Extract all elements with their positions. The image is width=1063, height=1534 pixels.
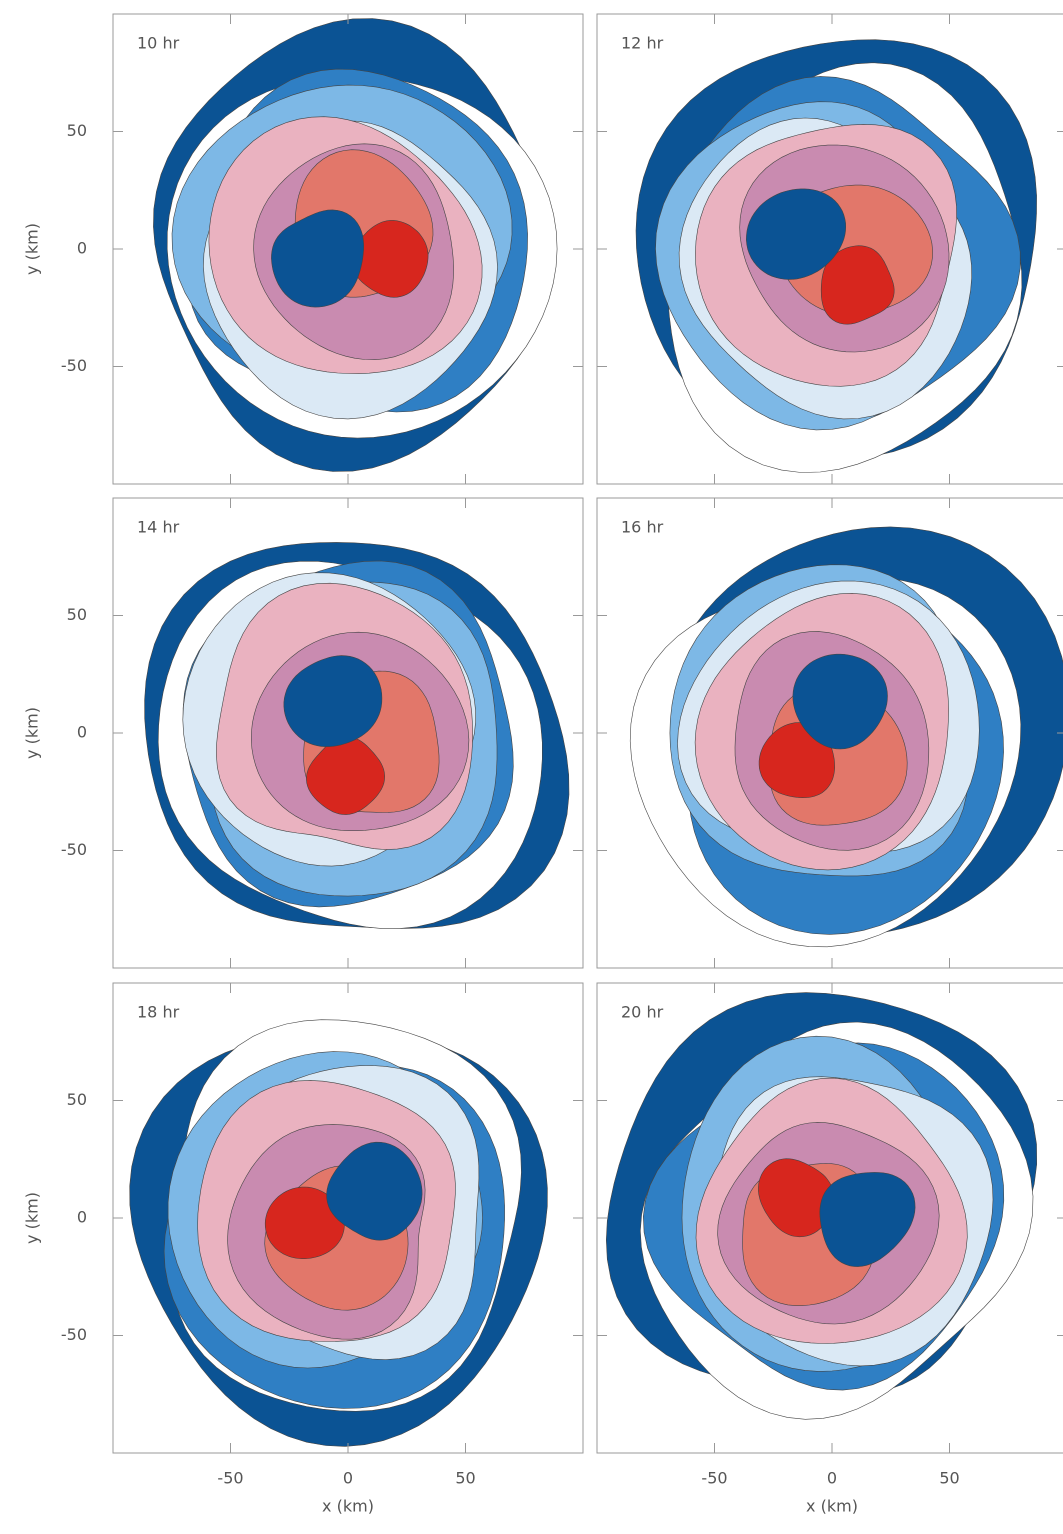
y-axis-label: y (km) — [23, 707, 42, 759]
panel-title: 16 hr — [621, 518, 664, 537]
contour-region — [758, 1158, 835, 1238]
contour-field — [144, 542, 570, 929]
panel: 20 hr -50 0 50 x (km) — [596, 982, 1063, 1516]
contour-region — [792, 653, 888, 750]
y-tick-label: 50 — [67, 1090, 87, 1109]
contour-region — [283, 655, 383, 747]
contour-field — [629, 526, 1063, 948]
panel: 16 hr — [596, 497, 1063, 969]
y-tick-label: 50 — [67, 605, 87, 624]
panel-title: 10 hr — [137, 34, 180, 53]
y-axis-label: y (km) — [23, 223, 42, 275]
panel-title: 12 hr — [621, 34, 664, 53]
x-tick-label: 0 — [827, 1469, 837, 1488]
x-tick-label: -50 — [701, 1469, 727, 1488]
x-tick-label: 50 — [939, 1469, 959, 1488]
contour-field — [605, 992, 1038, 1420]
y-tick-label: 0 — [77, 1208, 87, 1227]
contour-region — [264, 1186, 345, 1259]
contour-region — [306, 736, 386, 815]
contour-region — [819, 1172, 916, 1267]
x-axis-label: x (km) — [806, 1497, 858, 1516]
x-tick-label: -50 — [217, 1469, 243, 1488]
x-tick-label: 0 — [343, 1469, 353, 1488]
panel: 12 hr — [596, 13, 1063, 485]
y-axis-label: y (km) — [23, 1192, 42, 1244]
panel-title: 18 hr — [137, 1003, 180, 1022]
panel: 10 hr -50 0 50 y (km) — [23, 13, 584, 485]
y-tick-label: -50 — [61, 840, 87, 859]
y-tick-label: -50 — [61, 1325, 87, 1344]
y-tick-label: 0 — [77, 723, 87, 742]
contour-field — [153, 18, 558, 472]
panel-title: 14 hr — [137, 518, 180, 537]
contour-field — [635, 39, 1037, 473]
contour-region — [271, 209, 365, 308]
y-tick-label: 0 — [77, 239, 87, 258]
panel: 18 hr -50 0 50 -50 0 50 y (km) x (km) — [23, 982, 584, 1516]
contour-field — [129, 1019, 548, 1447]
contour-region — [326, 1141, 423, 1241]
panel: 14 hr -50 0 50 y (km) — [23, 497, 584, 969]
panel-title: 20 hr — [621, 1003, 664, 1022]
x-tick-label: 50 — [455, 1469, 475, 1488]
contour-region — [820, 245, 895, 325]
x-axis-label: x (km) — [322, 1497, 374, 1516]
y-tick-label: 50 — [67, 121, 87, 140]
y-tick-label: -50 — [61, 356, 87, 375]
contour-region — [745, 188, 847, 280]
